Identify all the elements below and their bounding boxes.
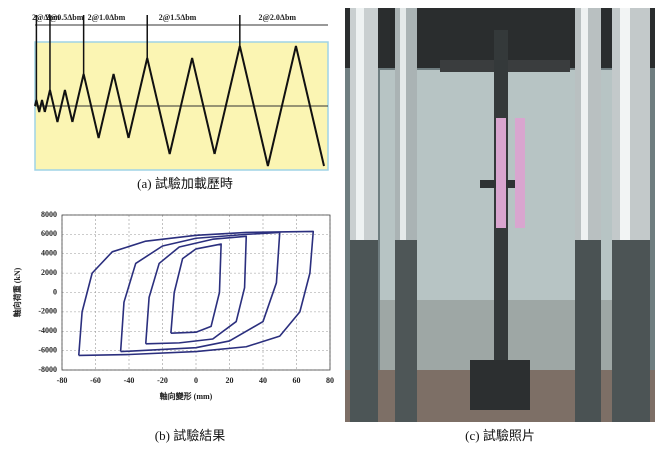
segment-label: 2@0.5Δbm [46,13,84,22]
y-tick-label: -2000 [38,307,57,316]
y-tick-label: 0 [53,287,57,296]
x-tick-label: -40 [124,376,135,385]
x-tick-label: -20 [157,376,168,385]
y-axis-title: 軸向荷重 (kN) [12,267,22,317]
segment-label: 2@1.0Δbm [88,13,126,22]
x-tick-label: 20 [226,376,234,385]
y-tick-label: 6000 [41,229,57,238]
hysteresis-loop [77,230,315,357]
segment-label: 2@Δbm [32,13,60,22]
x-tick-label: 0 [194,376,198,385]
x-tick-label: 60 [293,376,301,385]
y-tick-label: 8000 [41,210,57,219]
x-tick-label: -80 [57,376,68,385]
test-photo [345,8,655,422]
segment-label: 2@1.5Δbm [159,13,197,22]
y-tick-label: -8000 [38,365,57,374]
x-tick-label: 40 [259,376,267,385]
y-tick-label: 2000 [41,268,57,277]
plot-frame [61,214,331,371]
load-path [71,73,130,139]
load-path [43,89,74,123]
caption: (c) 試驗照片 [465,428,535,443]
segment-label: 2@2.0Δbm [258,13,296,22]
hysteresis-loop [170,243,222,334]
x-tick-label: 80 [326,376,334,385]
load-path [127,57,216,155]
load-path [34,99,46,113]
hysteresis-loop [119,231,281,353]
x-axis-title: 軸向變形 (mm) [160,391,213,401]
load-path [213,45,325,167]
caption: (a) 試驗加載歷時 [137,176,233,191]
hysteresis-loop [144,235,248,345]
y-tick-label: -4000 [38,326,57,335]
y-tick-label: 4000 [41,249,57,258]
caption: (b) 試驗結果 [155,428,225,443]
y-tick-label: -6000 [38,345,57,354]
x-tick-label: -60 [90,376,101,385]
